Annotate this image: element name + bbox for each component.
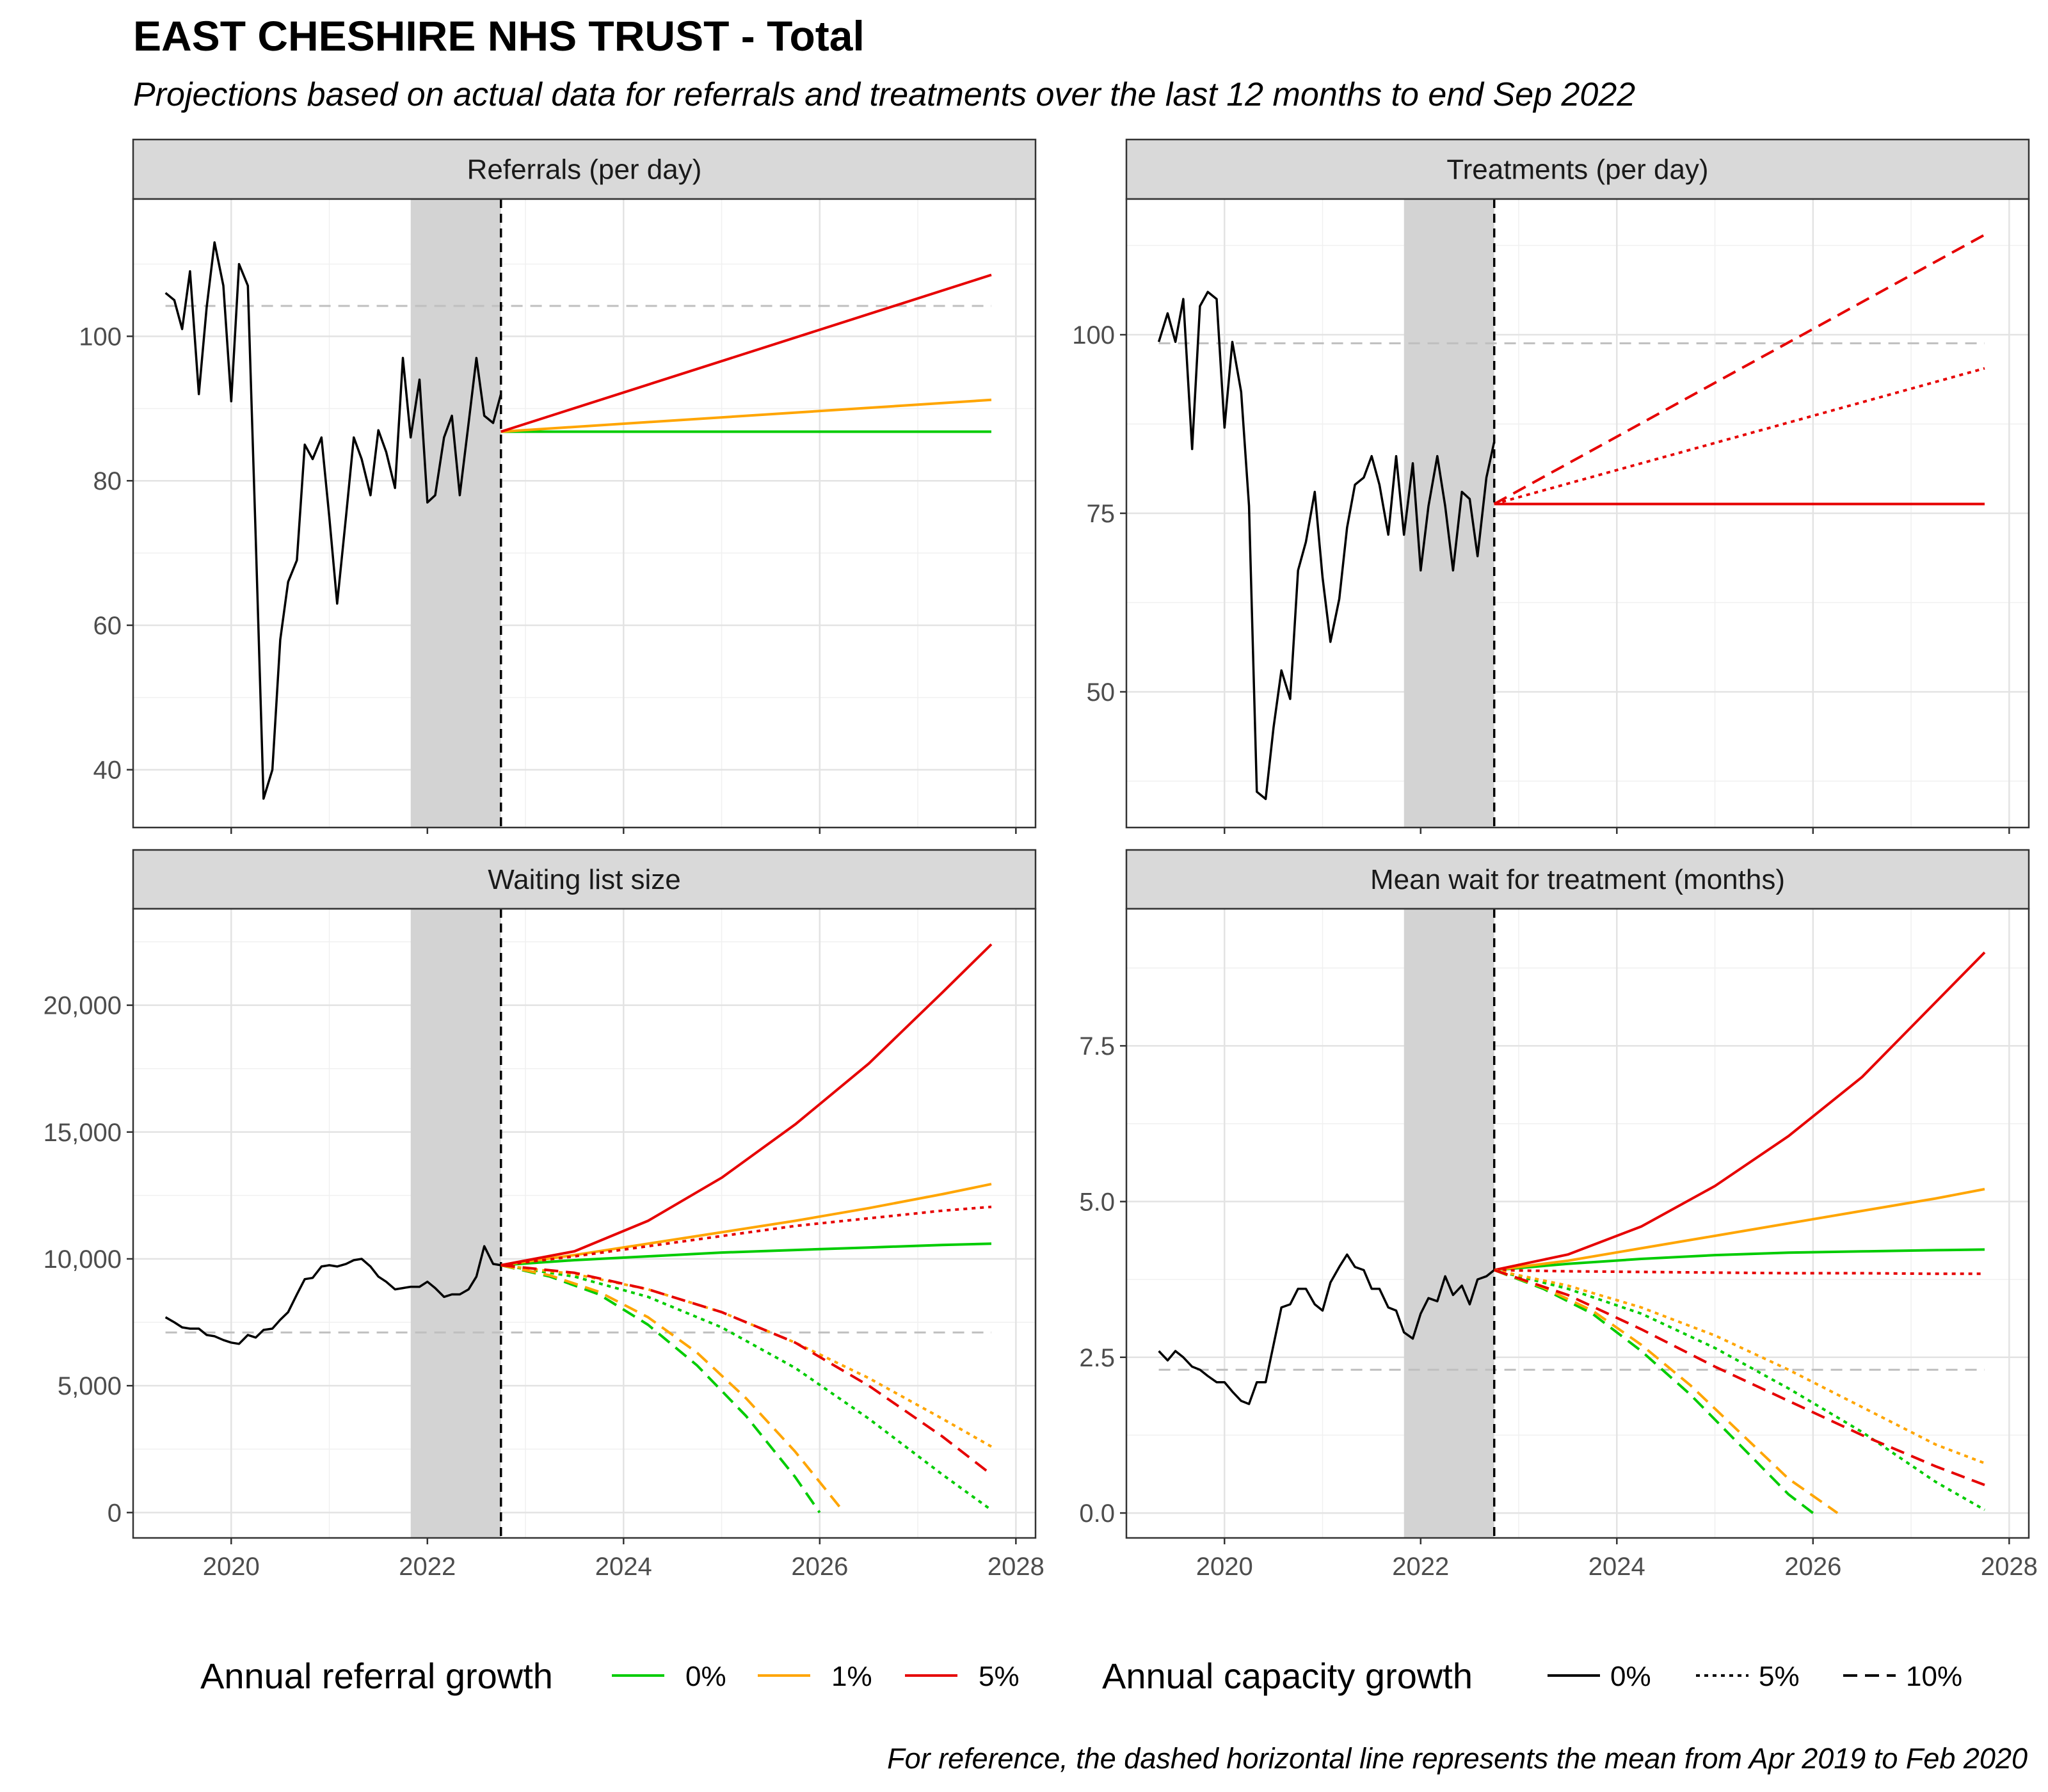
panel-border: [132, 908, 1037, 1539]
actual-line: [1157, 291, 1496, 801]
y-tick-label: 75: [1087, 500, 1116, 528]
y-tick-label: 100: [1072, 321, 1115, 349]
y-tick-label: 5.0: [1079, 1188, 1115, 1216]
x-tick-label: 2020: [1196, 1553, 1253, 1581]
actual-line: [1158, 1253, 1495, 1405]
plot-background: [1126, 909, 2029, 1538]
projection-line: [500, 1242, 992, 1267]
panel-strip: [132, 849, 1037, 910]
x-tick-label: 2024: [595, 1553, 652, 1581]
projection-line: [500, 1183, 992, 1267]
y-tick-label: 60: [93, 612, 122, 640]
chart-subtitle: Projections based on actual data for ref…: [133, 76, 1636, 113]
shaded-period: [410, 909, 501, 1538]
x-tick-label: 2026: [791, 1553, 848, 1581]
projection-line: [1494, 1268, 1839, 1514]
projection-line: [1494, 1248, 1985, 1272]
shaded-period: [1404, 909, 1494, 1538]
shaded-period: [1404, 199, 1494, 828]
projection-line: [1494, 1268, 1985, 1511]
panel-strip: [1125, 849, 2030, 910]
panel-border: [132, 198, 1037, 829]
y-tick-label: 40: [93, 756, 122, 785]
projection-line: [1494, 951, 1986, 1272]
projection-line: [500, 273, 992, 433]
shaded-period: [410, 199, 501, 828]
panel-title: Treatments (per day): [1446, 154, 1708, 186]
panel-4: Mean wait for treatment (months) 0.0 2.5 5.…: [1079, 849, 2038, 1581]
y-tick-label: 0.0: [1079, 1500, 1115, 1528]
projection-line: [1494, 367, 1985, 506]
projection-line: [1494, 1268, 1985, 1487]
panel-2: Treatments (per day) 50 75 100: [1072, 138, 2030, 834]
legend-label-capacity: 5%: [1759, 1661, 1800, 1692]
projection-line: [500, 1263, 821, 1514]
legend-label-referral: 5%: [979, 1661, 1020, 1692]
projection-line: [500, 1263, 845, 1514]
legend-capacity-growth: Annual capacity growth 0% 5% 10%: [1102, 1656, 1962, 1696]
panel-strip: [1125, 138, 2030, 200]
x-tick-label: 2020: [203, 1553, 260, 1581]
y-tick-label: 2.5: [1079, 1344, 1115, 1372]
panel-1: Referrals (per day) 40 60 80 100: [79, 138, 1037, 834]
projection-line: [500, 398, 992, 433]
projection-line: [1494, 1188, 1985, 1272]
y-tick-label: 50: [1087, 678, 1116, 707]
x-tick-label: 2026: [1784, 1553, 1841, 1581]
y-tick-label: 100: [79, 323, 122, 351]
legend-label-referral: 0%: [685, 1661, 726, 1692]
y-tick-label: 10,000: [44, 1245, 122, 1274]
projection-line: [500, 943, 993, 1267]
plot-background: [133, 909, 1036, 1538]
x-tick-label: 2028: [988, 1553, 1044, 1581]
projection-line: [500, 1263, 992, 1448]
legend-capacity-title: Annual capacity growth: [1102, 1656, 1473, 1696]
legend-referral-growth: Annual referral growth 0% 1% 5%: [200, 1656, 1020, 1696]
projection-line: [500, 1263, 993, 1476]
chart-caption: For reference, the dashed horizontal lin…: [887, 1742, 2028, 1775]
y-tick-label: 5,000: [58, 1372, 122, 1400]
x-tick-label: 2022: [399, 1553, 456, 1581]
x-tick-label: 2024: [1588, 1553, 1645, 1581]
actual-line: [164, 1245, 501, 1345]
y-tick-label: 0: [108, 1499, 122, 1527]
panel-title: Referrals (per day): [467, 154, 702, 186]
projection-line: [1493, 1268, 1814, 1514]
panel-title: Mean wait for treatment (months): [1370, 864, 1785, 895]
y-tick-label: 80: [93, 467, 122, 495]
chart-title: EAST CHESHIRE NHS TRUST - Total: [133, 12, 865, 60]
projection-line: [1493, 234, 1985, 506]
legend-label-capacity: 0%: [1610, 1661, 1651, 1692]
legend-label-capacity: 10%: [1906, 1661, 1962, 1692]
plot-background: [133, 199, 1036, 828]
x-tick-label: 2022: [1392, 1553, 1449, 1581]
panel-border: [1125, 908, 2030, 1539]
y-tick-label: 7.5: [1079, 1032, 1115, 1060]
actual-line: [164, 241, 502, 800]
panel-3: Waiting list size 0 5,000 10,000 15,000 20,00…: [44, 849, 1044, 1581]
x-tick-label: 2028: [1981, 1553, 2038, 1581]
projection-line: [500, 1205, 992, 1267]
panel-title: Waiting list size: [488, 864, 681, 895]
legend-referral-title: Annual referral growth: [200, 1656, 553, 1696]
y-tick-label: 15,000: [44, 1119, 122, 1147]
legend-label-referral: 1%: [831, 1661, 872, 1692]
y-tick-label: 20,000: [44, 992, 122, 1020]
projection-line: [1494, 1268, 1985, 1276]
